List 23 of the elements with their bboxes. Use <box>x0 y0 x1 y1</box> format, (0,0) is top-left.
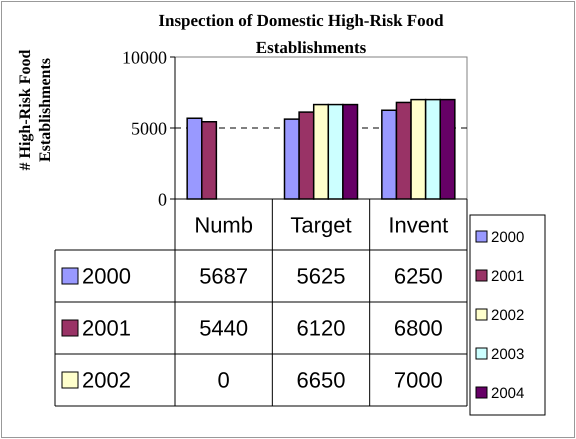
data-label: 0 <box>218 368 230 393</box>
legend-label: 2001 <box>491 268 524 285</box>
y-axis-title: # High-Risk Food Establishments <box>17 49 54 170</box>
y-tick-label: 0 <box>158 189 167 210</box>
data-label: 5440 <box>199 316 248 341</box>
legend-label: 2000 <box>82 264 131 289</box>
data-label: 6800 <box>394 316 443 341</box>
legend-label: 2004 <box>491 384 524 402</box>
x-tick-label: Numb <box>194 212 254 238</box>
text: 2001 <box>82 316 131 341</box>
data-label: 5687 <box>199 264 248 289</box>
data-label: 6120 <box>296 316 346 341</box>
data-label: 5625 <box>296 264 346 289</box>
text: 2002 <box>82 368 131 393</box>
legend-label: 2003 <box>491 346 524 363</box>
legend-label: 2002 <box>491 306 524 324</box>
x-tick-label: Invent <box>388 212 448 238</box>
y-tick-label: 5000 <box>131 118 167 138</box>
x-tick-label: Target <box>290 212 352 238</box>
data-label: 7000 <box>394 368 443 393</box>
data-label: 6250 <box>394 264 443 289</box>
data-label: 6650 <box>296 368 346 393</box>
text: 2000 <box>491 228 524 246</box>
